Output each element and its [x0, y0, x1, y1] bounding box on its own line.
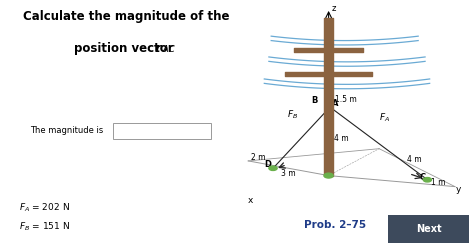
- Text: Next: Next: [416, 224, 441, 234]
- Text: C: C: [419, 173, 426, 182]
- Text: $F_A$ = 202 N: $F_A$ = 202 N: [18, 201, 69, 214]
- Text: x: x: [248, 196, 254, 205]
- Text: $F_B$ = 151 N: $F_B$ = 151 N: [18, 221, 70, 233]
- Text: 3 m: 3 m: [281, 169, 296, 178]
- Circle shape: [269, 166, 277, 170]
- Text: $F_B$: $F_B$: [287, 108, 298, 121]
- Text: D: D: [264, 160, 271, 169]
- Text: 1.5 m: 1.5 m: [336, 95, 357, 104]
- Text: 1 m: 1 m: [430, 178, 445, 187]
- Text: position vector: position vector: [73, 42, 177, 55]
- Text: Prob. 2–75: Prob. 2–75: [304, 219, 366, 230]
- Text: y: y: [456, 185, 461, 194]
- Text: z: z: [332, 3, 336, 13]
- Text: 4 m: 4 m: [407, 155, 421, 164]
- Text: Calculate the magnitude of the: Calculate the magnitude of the: [23, 11, 230, 23]
- Text: A: A: [332, 99, 339, 108]
- Bar: [388, 215, 469, 243]
- Text: $F_A$: $F_A$: [379, 112, 390, 124]
- Text: $_{AC}$: $_{AC}$: [162, 42, 176, 55]
- Text: B: B: [312, 96, 318, 106]
- Text: 4 m: 4 m: [334, 134, 348, 143]
- Text: 2 m: 2 m: [251, 153, 265, 162]
- Bar: [113, 123, 211, 139]
- Text: The magnitude is: The magnitude is: [30, 126, 103, 135]
- Circle shape: [423, 178, 431, 182]
- Circle shape: [324, 173, 333, 178]
- Text: $\bfit{r}$: $\bfit{r}$: [154, 42, 163, 55]
